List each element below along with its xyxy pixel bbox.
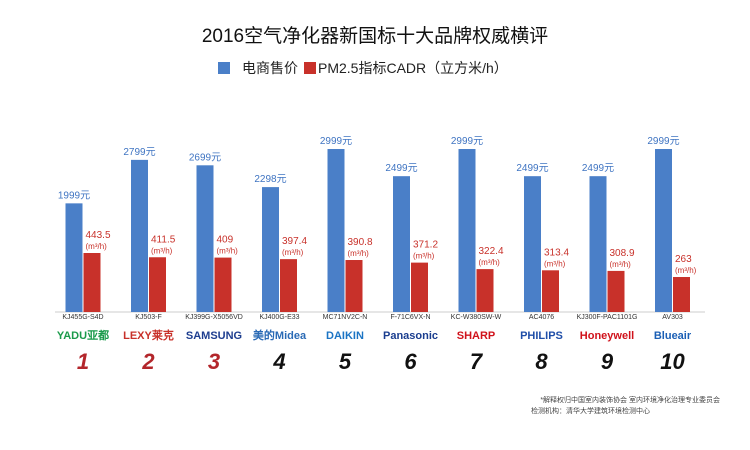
label-price-6: 2499元 <box>385 163 417 174</box>
note-line-2: 检测机构：清华大学建筑环境检测中心 <box>531 406 650 415</box>
bar-cadr-6 <box>411 262 428 312</box>
chart-title: 2016空气净化器新国标十大品牌权威横评 <box>202 25 548 47</box>
brand-logo-6: Panasonic <box>383 330 438 342</box>
label-cadr-unit-1: (m³/h) <box>86 242 108 251</box>
bar-price-9 <box>589 176 607 312</box>
brand-logo-1: YADU亚都 <box>57 328 109 342</box>
bar-price-1 <box>65 203 83 312</box>
bar-cadr-4 <box>280 259 297 312</box>
rank-6: 6 <box>404 349 417 374</box>
brand-logo-9: Honeywell <box>580 330 634 342</box>
rank-5: 5 <box>339 349 352 374</box>
legend: 电商售价 PM2.5指标CADR（立方米/h） <box>218 60 508 76</box>
bar-price-8 <box>524 176 541 312</box>
brand-logo-8: PHILIPS <box>520 330 563 342</box>
label-cadr-unit-7: (m³/h) <box>479 258 501 267</box>
model-labels-group: KJ455G-S4D KJ503-F KJ399G-X5056VD KJ400G-E3… <box>62 314 682 321</box>
label-price-1: 1999元 <box>58 190 90 201</box>
bar-price-2 <box>131 159 148 312</box>
label-price-5: 2999元 <box>320 136 352 147</box>
label-cadr-10: 263 <box>675 254 692 265</box>
label-cadr-unit-10: (m³/h) <box>675 266 697 275</box>
label-cadr-6: 371.2 <box>413 240 438 251</box>
bar-cadr-10 <box>673 277 690 312</box>
bars-group <box>65 149 690 312</box>
brand-logo-10: Blueair <box>654 330 692 342</box>
model-label-3: KJ399G-X5056VD <box>185 314 243 321</box>
rank-10: 10 <box>660 349 685 374</box>
bar-cadr-5 <box>345 260 363 312</box>
model-label-5: MC71NV2C-N <box>323 314 368 321</box>
rank-1: 1 <box>77 349 89 374</box>
rank-2: 2 <box>141 349 155 374</box>
label-price-9: 2499元 <box>582 163 614 174</box>
label-cadr-unit-8: (m³/h) <box>544 259 566 268</box>
label-cadr-7: 322.4 <box>479 246 504 257</box>
model-label-4: KJ400G-E33 <box>259 314 299 321</box>
bar-cadr-3 <box>214 257 232 312</box>
label-cadr-unit-4: (m³/h) <box>282 248 304 257</box>
label-price-4: 2298元 <box>254 174 286 185</box>
legend-swatch-cadr <box>304 62 316 74</box>
brand-logo-7: SHARP <box>457 330 496 342</box>
label-cadr-5: 390.8 <box>348 237 373 248</box>
label-price-10: 2999元 <box>647 136 679 147</box>
label-price-3: 2699元 <box>189 152 221 163</box>
rank-3: 3 <box>208 349 220 374</box>
label-cadr-unit-9: (m³/h) <box>610 260 632 269</box>
rank-7: 7 <box>470 349 484 374</box>
label-cadr-1: 443.5 <box>86 230 111 241</box>
bar-cadr-2 <box>149 257 166 312</box>
model-label-9: KJ300F-PAC1101G <box>577 314 638 321</box>
labels-group: 1999元443.5(m³/h)2799元411.5(m³/h)2699元409… <box>58 136 697 275</box>
brand-logo-2: LEXY莱克 <box>123 328 174 342</box>
rank-4: 4 <box>272 349 285 374</box>
model-label-6: F-71C6VX-N <box>390 314 430 321</box>
ranks-group: 1 2 3 4 5 6 7 8 9 10 <box>77 349 686 374</box>
legend-label-price: 电商售价 <box>242 60 298 76</box>
bar-price-7 <box>458 149 476 312</box>
label-cadr-4: 397.4 <box>282 236 307 247</box>
model-label-7: KC-W380SW-W <box>451 314 502 321</box>
label-cadr-unit-3: (m³/h) <box>217 247 239 256</box>
rank-9: 9 <box>601 349 614 374</box>
model-label-2: KJ503-F <box>135 314 161 321</box>
label-cadr-3: 409 <box>217 235 234 246</box>
legend-label-cadr: PM2.5指标CADR（立方米/h） <box>318 60 508 76</box>
legend-swatch-price <box>218 62 230 74</box>
bar-cadr-8 <box>542 270 559 312</box>
bar-cadr-7 <box>476 269 494 312</box>
bar-cadr-1 <box>83 253 101 312</box>
model-label-1: KJ455G-S4D <box>62 314 103 321</box>
model-label-8: AC4076 <box>529 314 554 321</box>
label-cadr-unit-5: (m³/h) <box>348 249 370 258</box>
brand-logo-5: DAIKIN <box>326 330 364 342</box>
label-price-7: 2999元 <box>451 136 483 147</box>
brand-logos-group: YADU亚都 LEXY莱克 SAMSUNG 美的Midea DAIKIN Panasoni… <box>57 328 692 342</box>
bar-price-10 <box>655 149 672 312</box>
label-cadr-8: 313.4 <box>544 247 569 258</box>
label-cadr-unit-2: (m³/h) <box>151 246 173 255</box>
rank-8: 8 <box>535 349 548 374</box>
bar-cadr-9 <box>607 270 625 312</box>
bar-price-3 <box>196 165 214 312</box>
bar-price-5 <box>327 149 345 312</box>
bar-price-6 <box>393 176 410 312</box>
model-label-10: AV303 <box>662 314 683 321</box>
bar-price-4 <box>262 187 279 312</box>
label-price-2: 2799元 <box>123 147 155 158</box>
label-price-8: 2499元 <box>516 163 548 174</box>
brand-logo-3: SAMSUNG <box>186 330 242 342</box>
label-cadr-2: 411.5 <box>151 234 176 245</box>
note-line-1: *解释权归中国室内装饰协会 室内环境净化治理专业委员会 <box>540 395 720 404</box>
label-cadr-unit-6: (m³/h) <box>413 252 435 261</box>
brand-logo-4: 美的Midea <box>253 328 307 342</box>
label-cadr-9: 308.9 <box>610 248 635 259</box>
